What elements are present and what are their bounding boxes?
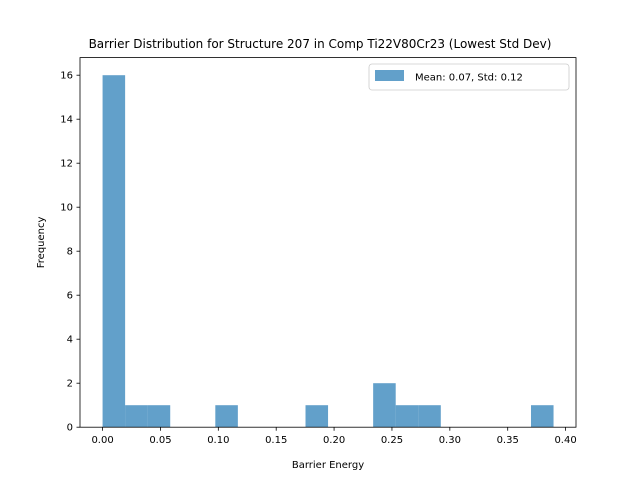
y-tick-label: 0 [67,423,73,434]
histogram-bar [395,405,419,428]
histogram-bar [373,383,396,428]
x-tick-label: 0.00 [91,435,113,446]
x-tick-label: 0.20 [323,435,345,446]
y-tick-label: 4 [67,335,73,346]
histogram-bar [102,75,126,428]
x-tick-label: 0.40 [554,435,576,446]
y-tick-label: 16 [60,71,73,82]
legend-label: Mean: 0.07, Std: 0.12 [415,73,523,84]
x-axis-ticks: 0.00 0.05 0.10 0.15 0.20 0.25 0.30 0.35 0.40 [91,427,577,446]
histogram-bar [125,405,148,428]
x-tick-label: 0.25 [381,435,403,446]
y-axis-label: Frequency [36,216,47,268]
y-tick-label: 8 [67,247,73,258]
chart-title: Barrier Distribution for Structure 207 i… [89,37,552,51]
y-axis-ticks: 0 2 4 6 8 10 12 14 16 [60,71,80,434]
histogram-bar [147,405,171,428]
x-tick-label: 0.15 [265,435,287,446]
legend-swatch [375,70,404,81]
legend: Mean: 0.07, Std: 0.12 [368,63,570,91]
x-tick-label: 0.30 [439,435,461,446]
y-tick-label: 6 [67,291,73,302]
x-tick-label: 0.35 [497,435,519,446]
y-tick-label: 10 [60,203,73,214]
plot-frame [79,57,577,428]
histogram-bar [215,405,238,428]
legend-box [368,63,570,91]
x-axis-label: Barrier Energy [292,460,364,471]
histogram-bar [305,405,329,428]
y-tick-label: 14 [60,115,73,126]
histogram-bar [418,405,441,428]
histogram-bar [530,405,554,428]
histogram-bars [102,75,554,428]
y-tick-label: 12 [60,159,73,170]
y-tick-label: 2 [67,379,73,390]
x-tick-label: 0.05 [149,435,171,446]
x-tick-label: 0.10 [207,435,229,446]
